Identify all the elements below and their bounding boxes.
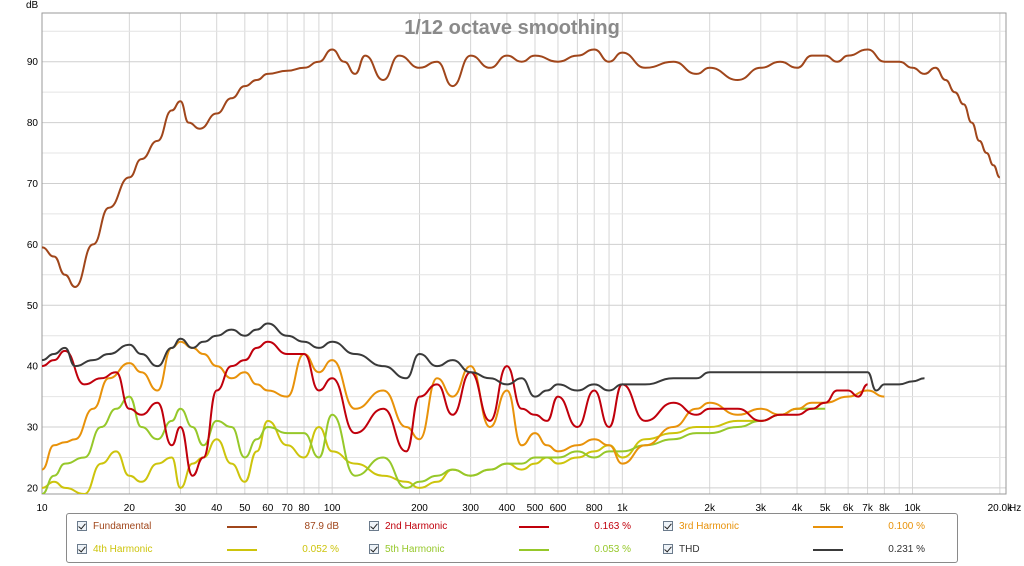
x-tick-label: 80 bbox=[298, 503, 310, 514]
series-line-fundamental bbox=[42, 48, 1001, 288]
y-tick-label: 80 bbox=[27, 118, 39, 129]
y-tick-labels: 20 30 40 50 60 70 80 90 bbox=[27, 57, 39, 494]
legend-item-fundamental[interactable]: Fundamental 87.9 dB bbox=[77, 517, 347, 537]
5th-harmonic-checkbox[interactable] bbox=[369, 544, 379, 554]
legend-name: 3rd Harmonic bbox=[679, 521, 740, 532]
series-line-thd bbox=[42, 322, 925, 398]
x-tick-label: 200 bbox=[411, 503, 428, 514]
y-tick-label: 60 bbox=[27, 240, 39, 251]
y-tick-label: 50 bbox=[27, 301, 39, 312]
legend-name: 5th Harmonic bbox=[385, 544, 445, 555]
x-tick-label: 50 bbox=[239, 503, 251, 514]
4th-harmonic-checkbox[interactable] bbox=[77, 544, 87, 554]
legend-item-4th-harmonic[interactable]: 4th Harmonic 0.052 % bbox=[77, 540, 347, 560]
y-tick-label: 30 bbox=[27, 423, 39, 434]
legend-swatch bbox=[813, 526, 843, 528]
x-tick-labels: 10 20 30 40 50 60 70 80 100 200 300 400 500 600 800 1k 2… bbox=[36, 503, 1013, 514]
x-tick-label: 60 bbox=[262, 503, 274, 514]
legend-swatch bbox=[227, 526, 257, 528]
x-tick-label: 20 bbox=[124, 503, 136, 514]
thd-checkbox[interactable] bbox=[663, 544, 673, 554]
x-tick-label: 4k bbox=[792, 503, 804, 514]
x-tick-label: 5k bbox=[820, 503, 832, 514]
series-line-3rd-harmonic bbox=[42, 340, 885, 471]
3rd-harmonic-checkbox[interactable] bbox=[663, 521, 673, 531]
x-tick-label: 800 bbox=[586, 503, 603, 514]
y-tick-label: 20 bbox=[27, 483, 39, 494]
x-tick-label: 10k bbox=[904, 503, 921, 514]
series-line-2nd-harmonic bbox=[42, 340, 868, 477]
legend-item-3rd-harmonic[interactable]: 3rd Harmonic 0.100 % bbox=[663, 517, 933, 537]
x-tick-label: 30 bbox=[175, 503, 187, 514]
x-tick-label: 70 bbox=[282, 503, 294, 514]
series-lines bbox=[42, 48, 1001, 494]
x-tick-label: 600 bbox=[550, 503, 567, 514]
legend-swatch bbox=[813, 549, 843, 551]
x-tick-label: 2k bbox=[704, 503, 716, 514]
legend-value: 0.163 % bbox=[594, 521, 631, 532]
legend-value: 0.100 % bbox=[888, 521, 925, 532]
x-tick-label: 20.0k bbox=[988, 503, 1013, 514]
legend-swatch bbox=[519, 526, 549, 528]
legend-value: 87.9 dB bbox=[304, 521, 339, 532]
legend-item-thd[interactable]: THD 0.231 % bbox=[663, 540, 933, 560]
x-tick-label: 100 bbox=[324, 503, 341, 514]
plot-frame bbox=[41, 12, 1007, 495]
x-tick-label: 500 bbox=[527, 503, 544, 514]
series-line-4th-harmonic bbox=[42, 401, 826, 494]
x-tick-label: 1k bbox=[617, 503, 629, 514]
x-tick-label: 10 bbox=[36, 503, 48, 514]
legend-item-2nd-harmonic[interactable]: 2nd Harmonic 0.163 % bbox=[369, 517, 639, 537]
legend-name: 2nd Harmonic bbox=[385, 521, 448, 532]
legend-value: 0.053 % bbox=[594, 544, 631, 555]
y-axis-unit-label: dB bbox=[26, 0, 39, 11]
x-tick-label: 3k bbox=[755, 503, 767, 514]
y-tick-label: 70 bbox=[27, 179, 39, 190]
legend-swatch bbox=[227, 549, 257, 551]
x-grid bbox=[41, 13, 1001, 494]
legend-swatch bbox=[519, 549, 549, 551]
legend-item-5th-harmonic[interactable]: 5th Harmonic 0.053 % bbox=[369, 540, 639, 560]
legend-value: 0.231 % bbox=[888, 544, 925, 555]
y-tick-label: 90 bbox=[27, 57, 39, 68]
legend-name: Fundamental bbox=[93, 521, 152, 532]
x-tick-label: 8k bbox=[879, 503, 891, 514]
x-tick-label: 40 bbox=[211, 503, 223, 514]
x-tick-label: 6k bbox=[843, 503, 855, 514]
y-tick-label: 40 bbox=[27, 362, 39, 373]
legend-name: THD bbox=[679, 544, 700, 555]
legend: Fundamental 87.9 dB 2nd Harmonic 0.163 %… bbox=[66, 513, 958, 563]
legend-name: 4th Harmonic bbox=[93, 544, 153, 555]
x-tick-label: 300 bbox=[462, 503, 479, 514]
fundamental-checkbox[interactable] bbox=[77, 521, 87, 531]
chart-title: 1/12 octave smoothing bbox=[404, 17, 620, 39]
x-axis-unit-label: Hz bbox=[1009, 503, 1021, 514]
x-tick-label: 400 bbox=[499, 503, 516, 514]
series-line-5th-harmonic bbox=[42, 395, 826, 494]
x-tick-label: 7k bbox=[862, 503, 874, 514]
legend-value: 0.052 % bbox=[302, 544, 339, 555]
2nd-harmonic-checkbox[interactable] bbox=[369, 521, 379, 531]
